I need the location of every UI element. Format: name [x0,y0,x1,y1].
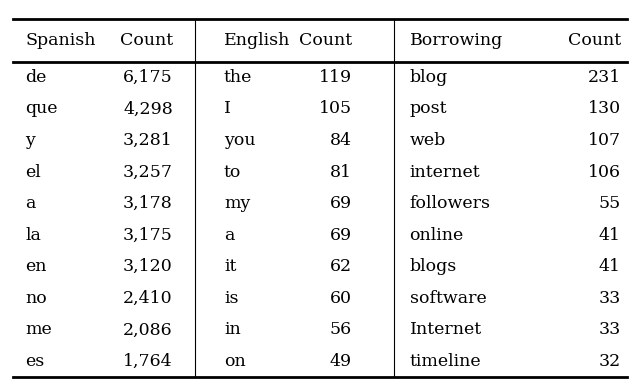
Text: el: el [26,164,42,181]
Text: 6,175: 6,175 [123,69,173,86]
Text: timeline: timeline [410,353,481,370]
Text: 130: 130 [588,100,621,117]
Text: a: a [26,195,36,212]
Text: post: post [410,100,447,117]
Text: de: de [26,69,47,86]
Text: 2,086: 2,086 [123,321,173,338]
Text: Count: Count [120,32,173,49]
Text: 56: 56 [330,321,352,338]
Text: 33: 33 [598,290,621,307]
Text: web: web [410,132,446,149]
Text: que: que [26,100,58,117]
Text: I: I [224,100,231,117]
Text: 231: 231 [588,69,621,86]
Text: 2,410: 2,410 [123,290,173,307]
Text: Spanish: Spanish [26,32,96,49]
Text: la: la [26,227,42,244]
Text: internet: internet [410,164,480,181]
Text: 49: 49 [330,353,352,370]
Text: 3,175: 3,175 [123,227,173,244]
Text: 4,298: 4,298 [123,100,173,117]
Text: on: on [224,353,246,370]
Text: 105: 105 [319,100,352,117]
Text: it: it [224,258,236,275]
Text: Internet: Internet [410,321,482,338]
Text: Borrowing: Borrowing [410,32,503,49]
Text: no: no [26,290,47,307]
Text: followers: followers [410,195,491,212]
Text: my: my [224,195,250,212]
Text: 81: 81 [330,164,352,181]
Text: 3,281: 3,281 [123,132,173,149]
Text: 32: 32 [598,353,621,370]
Text: me: me [26,321,52,338]
Text: is: is [224,290,239,307]
Text: a: a [224,227,234,244]
Text: 3,178: 3,178 [123,195,173,212]
Text: blog: blog [410,69,448,86]
Text: English: English [224,32,291,49]
Text: 41: 41 [599,227,621,244]
Text: 33: 33 [598,321,621,338]
Text: you: you [224,132,255,149]
Text: en: en [26,258,47,275]
Text: es: es [26,353,45,370]
Text: 1,764: 1,764 [123,353,173,370]
Text: 69: 69 [330,195,352,212]
Text: 107: 107 [588,132,621,149]
Text: 3,257: 3,257 [123,164,173,181]
Text: Count: Count [568,32,621,49]
Text: 3,120: 3,120 [123,258,173,275]
Text: 106: 106 [588,164,621,181]
Text: online: online [410,227,464,244]
Text: 60: 60 [330,290,352,307]
Text: in: in [224,321,241,338]
Text: 84: 84 [330,132,352,149]
Text: 69: 69 [330,227,352,244]
Text: 62: 62 [330,258,352,275]
Text: 119: 119 [319,69,352,86]
Text: y: y [26,132,35,149]
Text: Count: Count [299,32,352,49]
Text: to: to [224,164,241,181]
Text: 55: 55 [598,195,621,212]
Text: 41: 41 [599,258,621,275]
Text: blogs: blogs [410,258,457,275]
Text: the: the [224,69,252,86]
Text: software: software [410,290,486,307]
